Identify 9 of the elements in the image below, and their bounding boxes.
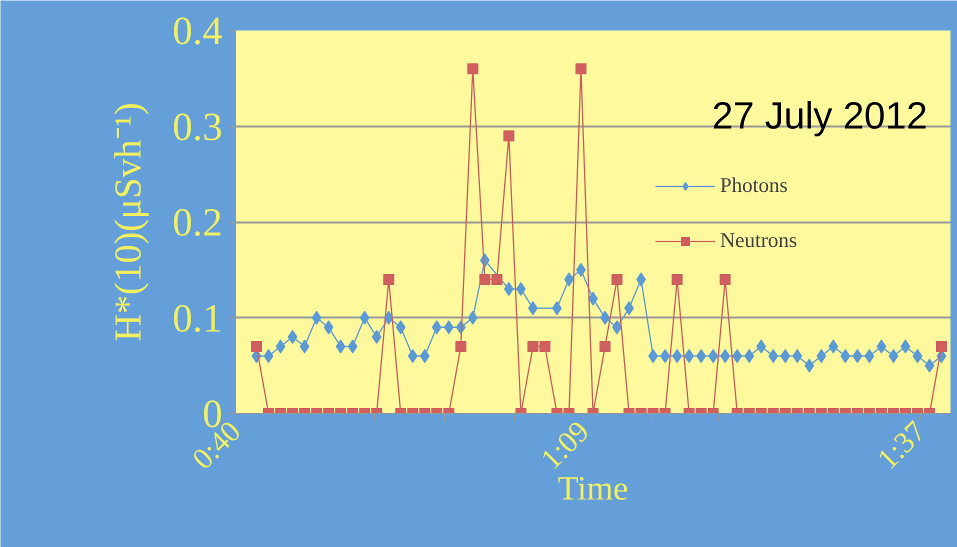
legend-label: Neutrons: [720, 228, 797, 253]
legend-label: Photons: [720, 173, 788, 198]
y-axis-title: H*(10)(μSvh⁻¹): [108, 102, 150, 342]
x-tick-label: 1:37: [871, 414, 932, 476]
y-tick-label: 0.4: [172, 8, 222, 53]
text: 27 July 2012: [712, 96, 928, 138]
y-tick-label: 0.2: [172, 200, 222, 244]
y-tick-label: 0.3: [172, 104, 222, 149]
y-tick-label: 0.1: [172, 295, 222, 340]
